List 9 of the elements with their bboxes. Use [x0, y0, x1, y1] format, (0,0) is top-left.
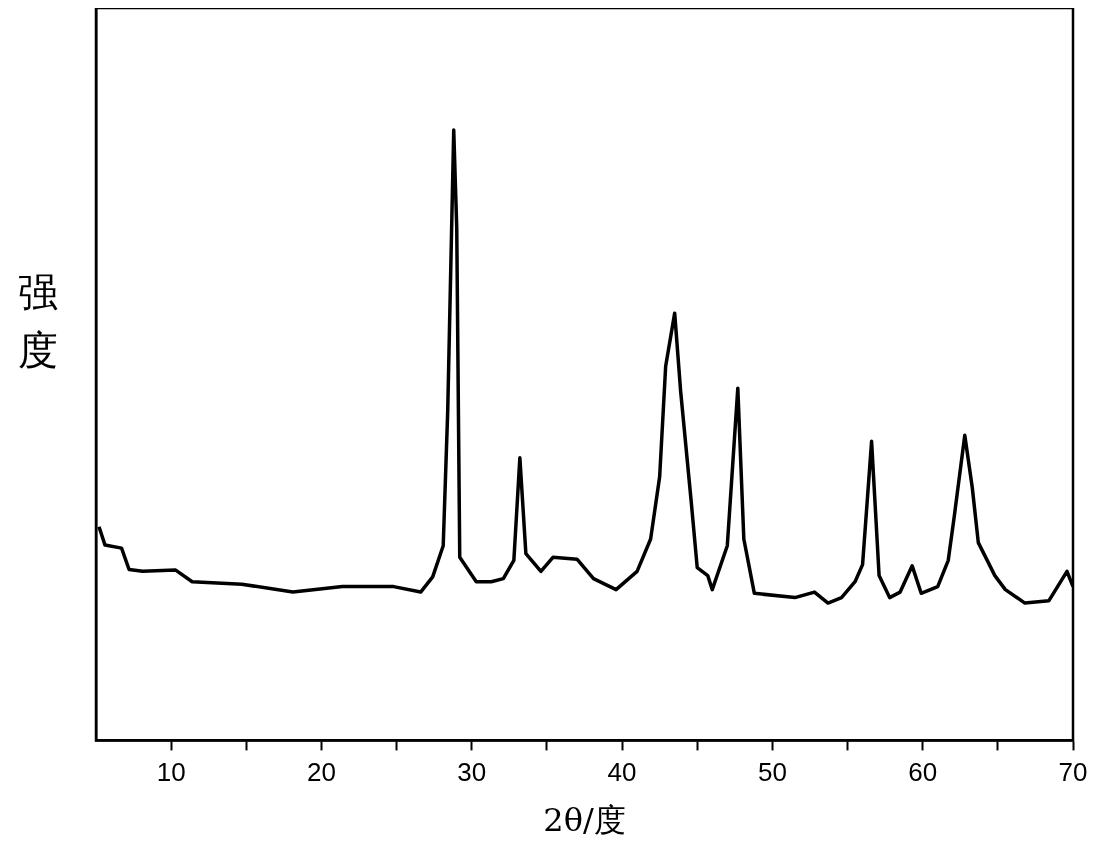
x-tick-label: 40	[607, 757, 637, 788]
x-tick-label: 50	[757, 757, 787, 788]
x-tick-label: 60	[908, 757, 938, 788]
y-axis-title: 强度	[17, 268, 59, 375]
x-tick-label: 30	[457, 757, 487, 788]
x-tick-label: 10	[156, 757, 186, 788]
x-tick-label: 20	[307, 757, 336, 788]
x-tick-label: 70	[1058, 757, 1088, 788]
x-axis-title: 2θ/度	[543, 801, 626, 840]
